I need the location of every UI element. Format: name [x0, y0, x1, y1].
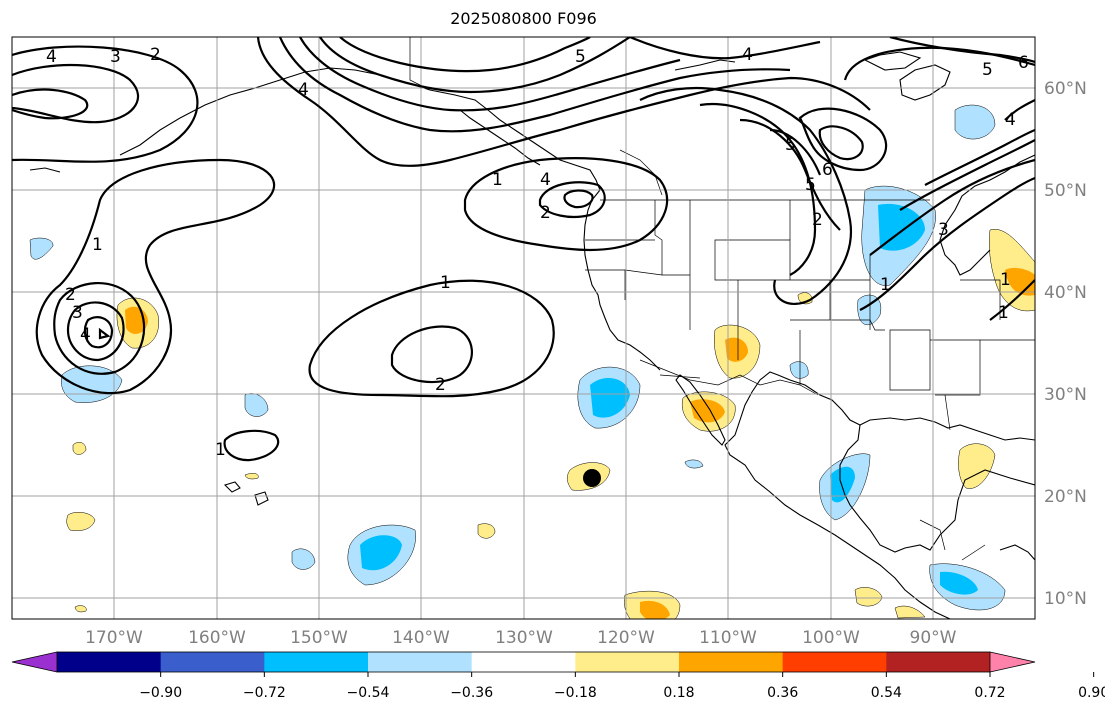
colorbar-tick-label: 0.18 — [663, 685, 694, 701]
colorbar-segment — [160, 652, 265, 672]
contour-label: 1 — [92, 235, 103, 255]
contour-label: 3 — [110, 47, 121, 67]
lon-tick-label: 100°W — [802, 628, 860, 648]
contour-label: 2 — [540, 203, 551, 223]
colorbar-frame — [56, 651, 991, 673]
colorbar-segment — [471, 652, 576, 672]
lat-tick-label: 10°N — [1044, 589, 1087, 609]
lon-tick-label: 90°W — [910, 628, 957, 648]
colorbar-tick-label: 0.72 — [974, 685, 1005, 701]
lat-tick-label: 50°N — [1044, 181, 1087, 201]
colorbar-segment — [368, 652, 473, 672]
contour-label: 6 — [1018, 53, 1029, 73]
political-borders — [409, 37, 1035, 561]
colorbar-extend-right — [990, 652, 1035, 672]
contour-label: 4 — [742, 45, 753, 65]
map-area: 4 3 2 5 6 4 5 1 2 1 4 5 6 5 4 3 2 1 1 2 … — [12, 37, 1035, 619]
longitude-labels: 170°W 160°W 150°W 140°W 130°W 120°W 110°… — [85, 628, 957, 648]
colorbar: −0.90 −0.72 −0.54 −0.36 −0.18 0.18 0.36 0.54 0.7… — [11, 651, 1105, 701]
colorbar-segment — [264, 652, 369, 672]
contour-label: 5 — [575, 47, 586, 67]
lon-tick-label: 150°W — [290, 628, 348, 648]
colorbar-segment — [57, 652, 162, 672]
contour-label: 1 — [998, 303, 1009, 323]
colorbar-tick-label: −0.54 — [347, 685, 390, 701]
colorbar-tick-label: 0.36 — [767, 685, 798, 701]
contour-label: 1 — [440, 273, 451, 293]
colorbar-segment — [575, 652, 680, 672]
lat-tick-label: 20°N — [1044, 487, 1087, 507]
map-frame — [11, 36, 1036, 620]
contour-label: 1 — [215, 440, 226, 460]
contour-label: 5 — [982, 60, 993, 80]
contour-lines — [12, 37, 1035, 462]
contour-label: 3 — [938, 220, 949, 240]
graticule — [12, 37, 1035, 619]
contour-label: 4 — [298, 80, 309, 100]
contour-label: 4 — [540, 170, 551, 190]
contour-label: 2 — [812, 210, 823, 230]
colorbar-segment — [679, 652, 784, 672]
colorbar-tick-label: 0.54 — [871, 685, 902, 701]
contour-label: 5 — [805, 175, 816, 195]
colorbar-segment — [782, 652, 887, 672]
contour-label: 4 — [1005, 110, 1016, 130]
lon-tick-label: 110°W — [699, 628, 757, 648]
lon-tick-label: 120°W — [597, 628, 655, 648]
contour-label: 2 — [65, 285, 76, 305]
contour-label-group: 4 3 2 5 6 4 5 1 2 1 4 5 6 5 4 3 2 1 1 2 … — [46, 45, 1029, 460]
negative-anomaly-shading — [29, 104, 1006, 611]
contour-label: 1 — [880, 275, 891, 295]
colorbar-tick-label: −0.90 — [139, 685, 182, 701]
lat-tick-label: 60°N — [1044, 79, 1087, 99]
colorbar-tick-label: −0.18 — [554, 685, 597, 701]
latitude-labels: 60°N 50°N 40°N 30°N 20°N 10°N — [1044, 79, 1087, 609]
lat-tick-label: 40°N — [1044, 283, 1087, 303]
colorbar-extend-left — [12, 652, 57, 672]
storm-position-marker — [583, 469, 601, 487]
contour-label: 2 — [435, 375, 446, 395]
contour-label: 4 — [80, 325, 91, 345]
colorbar-segment — [886, 652, 991, 672]
contour-label: 1 — [1000, 270, 1011, 290]
map-title: 2025080800 F096 — [450, 9, 597, 28]
lon-tick-label: 130°W — [495, 628, 553, 648]
colorbar-tick-label: 0.90 — [1078, 685, 1105, 701]
lat-tick-label: 30°N — [1044, 385, 1087, 405]
colorbar-tick-label: −0.72 — [243, 685, 286, 701]
lon-tick-label: 170°W — [85, 628, 143, 648]
colorbar-tick-label: −0.36 — [450, 685, 493, 701]
contour-label: 6 — [822, 160, 833, 180]
contour-label: 5 — [785, 135, 796, 155]
contour-label: 3 — [72, 303, 83, 323]
lon-tick-label: 160°W — [188, 628, 246, 648]
contour-label: 2 — [150, 45, 161, 65]
lon-tick-label: 140°W — [392, 628, 450, 648]
contour-label: 1 — [492, 170, 503, 190]
contour-label: 4 — [46, 47, 57, 67]
